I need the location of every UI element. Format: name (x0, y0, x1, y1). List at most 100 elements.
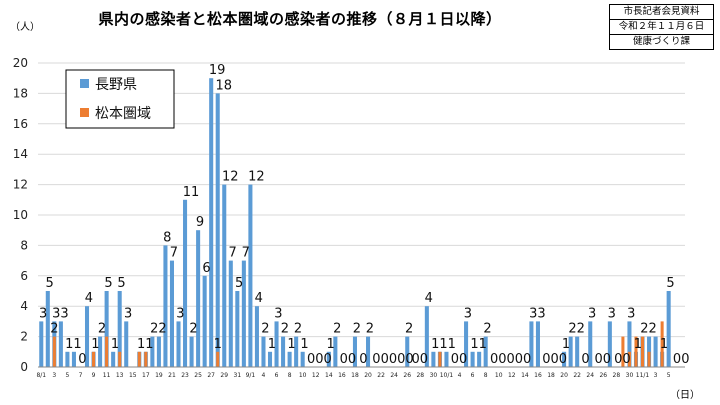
bar-nagano (424, 306, 429, 367)
bar-nagano (300, 351, 305, 367)
legend-label-matsumoto: 松本圏域 (95, 106, 151, 122)
y-axis-label: （人） (10, 21, 40, 33)
x-tick-label: 12 (508, 372, 516, 379)
data-label: 5 (117, 276, 125, 291)
x-tick-label: 4 (262, 372, 266, 379)
data-label: 5 (46, 276, 54, 291)
x-tick-label: 27 (207, 372, 215, 379)
bar-nagano (464, 321, 469, 367)
x-tick-label: 28 (613, 372, 621, 379)
bar-nagano (209, 78, 214, 367)
bar-matsumoto (647, 351, 651, 367)
data-label: 0 (359, 352, 367, 367)
bar-nagano (111, 351, 116, 367)
x-tick-label: 7 (79, 372, 83, 379)
x-tick-label: 16 (534, 372, 542, 379)
data-label: 12 (222, 170, 239, 185)
y-tick-label: 8 (20, 238, 28, 252)
data-label: 8 (163, 230, 171, 245)
x-tick-label: 12 (312, 372, 320, 379)
data-label: 19 (209, 63, 226, 78)
data-label: 2 (281, 322, 289, 337)
x-tick-label: 9 (92, 372, 96, 379)
data-label: 0 (78, 352, 86, 367)
x-tick-label: 22 (377, 372, 385, 379)
bar-nagano (470, 351, 475, 367)
bar-matsumoto (118, 351, 122, 367)
data-label: 7 (170, 246, 178, 261)
bar-matsumoto (137, 351, 141, 367)
x-tick-label: 6 (275, 372, 279, 379)
bar-nagano (45, 291, 50, 367)
data-label: 1 (111, 337, 119, 352)
bar-nagano (261, 336, 266, 367)
data-label: 3 (627, 306, 635, 321)
bar-nagano (568, 336, 573, 367)
chart-title: 県内の感染者と松本圏域の感染者の推移（８月１日以降） (98, 10, 502, 28)
bar-nagano (124, 321, 129, 367)
bar-nagano (326, 351, 331, 367)
data-label: 000 (307, 352, 332, 367)
data-label: 1 (660, 337, 668, 352)
data-label: 33 (529, 306, 546, 321)
x-tick-label: 16 (338, 372, 346, 379)
data-label: 11 (65, 337, 82, 352)
x-tick-label: 10/1 (440, 372, 454, 379)
x-tick-label: 6 (471, 372, 475, 379)
data-label: 3 (274, 306, 282, 321)
data-label: 4 (425, 291, 433, 306)
bar-nagano (444, 351, 449, 367)
x-tick-label: 11 (103, 372, 111, 379)
bar-nagano (98, 336, 103, 367)
data-label: 4 (85, 291, 93, 306)
bar-nagano (202, 275, 207, 367)
bar-nagano (84, 306, 90, 367)
bar-nagano (483, 336, 488, 367)
y-tick-label: 6 (20, 269, 28, 283)
x-tick-label: 29 (220, 372, 228, 379)
bar-nagano (562, 351, 567, 367)
data-label: 11 (137, 337, 154, 352)
data-label: 5 (235, 276, 243, 291)
x-tick-label: 10 (299, 372, 307, 379)
x-tick-label: 24 (586, 372, 594, 379)
bar-nagano (254, 306, 259, 367)
bar-nagano (183, 199, 188, 367)
bar-nagano (222, 184, 227, 367)
y-tick-label: 4 (20, 299, 28, 313)
data-label: 7 (242, 246, 250, 261)
data-labels: 3533211041251531122873112961918112757124… (39, 63, 689, 367)
data-label: 2 (294, 322, 302, 337)
data-label: 2 (98, 322, 106, 337)
data-label: 1 (287, 337, 295, 352)
data-label: 1 (300, 337, 308, 352)
y-tick-label: 20 (13, 56, 28, 70)
x-tick-label: 25 (194, 372, 202, 379)
bar-matsumoto (660, 321, 664, 367)
bar-nagano (653, 336, 658, 367)
bar-matsumoto (621, 336, 625, 367)
y-tick-label: 10 (13, 208, 28, 222)
x-tick-label: 21 (168, 372, 176, 379)
data-label: 2 (405, 322, 413, 337)
data-label: 00 (340, 352, 357, 367)
bar-matsumoto (438, 351, 442, 367)
data-label: 11 (183, 185, 200, 200)
data-label: 11 (470, 337, 487, 352)
data-label: 00000 (490, 352, 531, 367)
x-axis: 8/1 3 5 7 9 11 13 15 17 19 21 23 25 27 29 31 9/1 4 6 8 10 12 1… (36, 366, 685, 379)
x-tick-label: 9/1 (246, 372, 256, 379)
bar-nagano (248, 184, 253, 367)
x-tick-label: 8 (288, 372, 292, 379)
bar-matsumoto (52, 336, 56, 367)
x-tick-label: 8/1 (36, 372, 46, 379)
data-label-matsumoto: 2 (50, 322, 58, 337)
data-label: 4 (255, 291, 263, 306)
legend-label-nagano: 長野県 (95, 77, 137, 93)
bar-nagano (366, 336, 371, 367)
data-label: 00 (412, 352, 429, 367)
data-label: 3 (464, 306, 472, 321)
data-label: 7 (229, 246, 237, 261)
x-tick-label: 30 (626, 372, 634, 379)
